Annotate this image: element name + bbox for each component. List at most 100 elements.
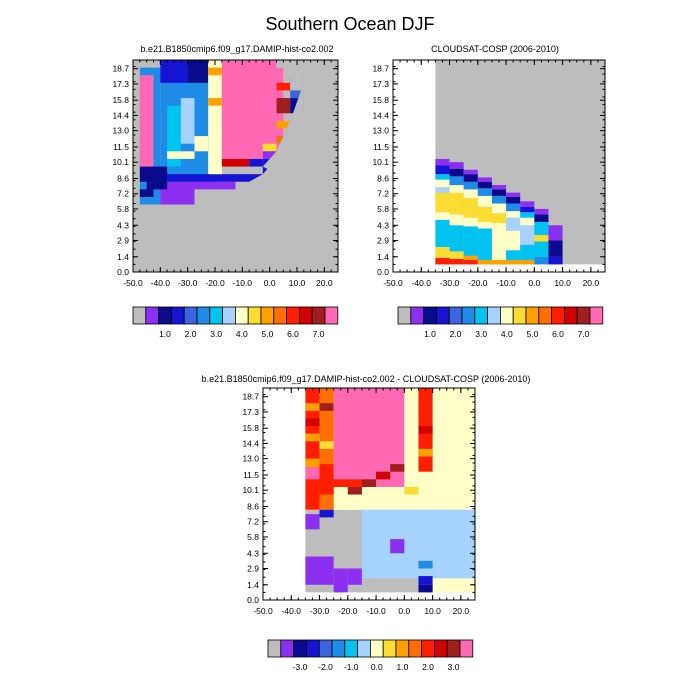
y-tick-label: 4.3 xyxy=(117,220,129,230)
y-tick-label: 10.1 xyxy=(112,157,129,167)
colorbar-label: 4.0 xyxy=(501,329,513,339)
heatmap-cell xyxy=(449,176,464,186)
heatmap-cell xyxy=(463,169,478,175)
panel-obs-plot-area xyxy=(393,60,605,272)
colorbar-swatch xyxy=(344,639,358,658)
y-tick-label: 15.8 xyxy=(372,95,389,105)
colorbar-swatch xyxy=(589,306,604,325)
colorbar-swatch xyxy=(525,306,540,325)
y-tick-label: 8.6 xyxy=(117,174,129,184)
y-tick-label: 7.2 xyxy=(247,517,259,527)
x-tick-label: 0.0 xyxy=(264,278,276,288)
heatmap-cell xyxy=(305,418,320,427)
heatmap-cell xyxy=(548,240,563,257)
heatmap-cell xyxy=(221,60,284,159)
colorbar-swatch xyxy=(433,639,448,658)
heatmap-cell xyxy=(463,260,478,265)
x-tick-label: 0.0 xyxy=(528,278,540,288)
y-tick-label: 5.8 xyxy=(377,204,389,214)
heatmap-cell xyxy=(520,206,535,213)
y-tick-label: 18.7 xyxy=(112,64,129,74)
x-tick-label: -30.0 xyxy=(310,606,330,616)
x-tick-label: 20.0 xyxy=(453,606,470,616)
y-tick-label: 17.3 xyxy=(242,407,259,417)
y-tick-label: 7.2 xyxy=(117,189,129,199)
x-tick-label: -30.0 xyxy=(440,278,460,288)
colorbar-swatch xyxy=(512,306,527,325)
y-tick-label: 8.6 xyxy=(377,174,389,184)
colorbar-label: 1.0 xyxy=(159,329,171,339)
colorbar-swatch xyxy=(564,306,578,325)
heatmap-cell xyxy=(418,426,433,434)
no-data-region xyxy=(393,60,436,272)
heatmap-cell xyxy=(506,217,521,231)
heatmap-cell xyxy=(305,467,320,480)
colorbar-swatch xyxy=(324,306,339,325)
heatmap-cell xyxy=(477,260,492,265)
colorbar-swatch xyxy=(222,306,236,325)
heatmap-cell xyxy=(534,214,549,222)
y-tick-label: 0.0 xyxy=(117,267,129,277)
y-tick-label: 1.4 xyxy=(117,252,129,262)
x-tick-label: -50.0 xyxy=(123,278,143,288)
x-tick-label: 0.0 xyxy=(398,606,410,616)
x-tick-label: -20.0 xyxy=(205,278,225,288)
heatmap-cell xyxy=(305,458,320,468)
panel-model-colorbar: 1.0 2.0 3.0 4.0 5.0 6.0 7.0 xyxy=(132,306,339,339)
colorbar-label: 3.0 xyxy=(448,662,460,672)
colorbar-label: 2.0 xyxy=(450,329,462,339)
panel-obs-colorbar: 1.0 2.0 3.0 4.0 5.0 6.0 7.0 xyxy=(397,306,604,339)
y-tick-label: 1.4 xyxy=(247,580,259,590)
colorbar-swatch xyxy=(408,639,422,658)
heatmap-cell xyxy=(449,192,464,215)
heatmap-cell xyxy=(491,260,507,265)
y-tick-label: 5.8 xyxy=(247,532,259,542)
heatmap-cell xyxy=(520,244,535,261)
heatmap-cell xyxy=(276,120,291,129)
x-tick-label: 10.0 xyxy=(289,278,306,288)
masked-cell xyxy=(133,204,338,272)
y-tick-label: 14.4 xyxy=(112,110,129,120)
colorbar-label: 7.0 xyxy=(578,329,590,339)
y-tick-label: 2.9 xyxy=(117,235,129,245)
colorbar-swatch xyxy=(145,306,160,325)
heatmap-cell xyxy=(491,203,507,214)
x-tick-label: -40.0 xyxy=(412,278,432,288)
y-tick-label: 10.1 xyxy=(242,485,259,495)
panel-diff-plot-area xyxy=(263,388,475,600)
heatmap-cell xyxy=(506,192,521,197)
colorbar-swatch xyxy=(576,306,591,325)
colorbar-label: 6.0 xyxy=(552,329,564,339)
colorbar-label: 6.0 xyxy=(287,329,299,339)
heatmap-cell xyxy=(418,560,433,569)
heatmap-cell xyxy=(463,181,478,190)
heatmap-cell xyxy=(418,576,433,585)
heatmap-cell xyxy=(463,255,478,261)
heatmap-cell xyxy=(435,246,450,258)
heatmap-cell xyxy=(506,196,521,204)
heatmap-cell xyxy=(520,217,535,226)
panel-model-plot-area xyxy=(133,60,338,272)
heatmap-cell xyxy=(146,174,168,190)
panel-diff-title: b.e21.B1850cmip6.f09_g17.DAMIP-hist-co2.… xyxy=(202,374,531,384)
heatmap-cell xyxy=(435,192,450,213)
heatmap-cell xyxy=(208,67,222,76)
heatmap-cell xyxy=(221,158,250,167)
heatmap-cell xyxy=(390,464,405,472)
colorbar-swatch xyxy=(170,306,185,325)
y-tick-label: 2.9 xyxy=(247,563,259,573)
colorbar-label: 0.0 xyxy=(371,662,383,672)
heatmap-cell xyxy=(534,235,549,242)
colorbar-swatch xyxy=(132,306,147,325)
heatmap-cell xyxy=(347,568,362,585)
masked-cell xyxy=(235,158,277,205)
colorbar-swatch xyxy=(423,306,437,325)
panel-diff-axes: -50.0 -40.0 -30.0 -20.0 -10.0 0.0 10.0 20.0 0.0 1… xyxy=(242,387,476,616)
heatmap-cell xyxy=(449,162,464,169)
x-tick-label: 20.0 xyxy=(316,278,333,288)
heatmap-cell xyxy=(491,223,507,261)
colorbar-swatch xyxy=(305,639,320,658)
heatmap-cell xyxy=(520,212,535,218)
y-tick-label: 13.0 xyxy=(112,126,129,136)
panel-obs-title: CLOUDSAT-COSP (2006-2010) xyxy=(431,44,559,54)
